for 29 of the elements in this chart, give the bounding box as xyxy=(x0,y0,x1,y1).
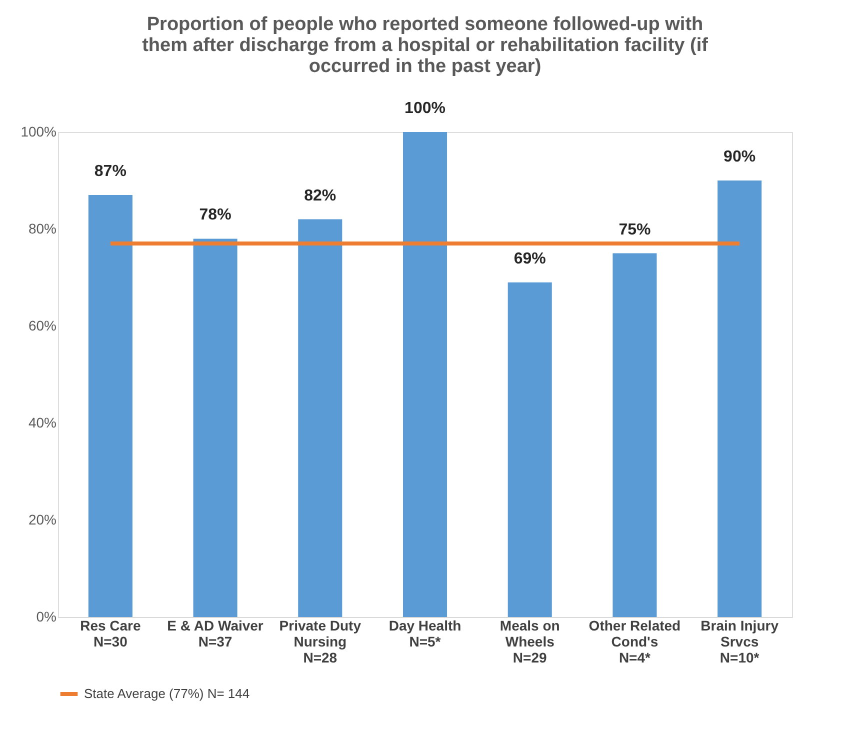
bar xyxy=(402,132,448,617)
bar xyxy=(193,238,238,617)
x-tick-label: Private Duty Nursing N=28 xyxy=(279,618,362,666)
x-tick-label: Brain Injury Srvcs N=10* xyxy=(700,618,779,666)
x-tick-label: Other Related Cond's N=4* xyxy=(588,618,681,666)
data-label: 75% xyxy=(618,221,651,238)
y-tick-label: 80% xyxy=(28,220,56,236)
y-tick-label: 40% xyxy=(28,414,56,430)
x-tick-label: Res Care N=30 xyxy=(80,618,141,650)
y-tick-label: 20% xyxy=(28,512,56,528)
chart-title: Proportion of people who reported someone followed-up with them after discharge from a hospital or rehabilitation facility (if occurred in the past year) xyxy=(142,14,709,77)
bar xyxy=(88,195,132,617)
bar xyxy=(612,253,657,617)
y-tick-label: 100% xyxy=(20,124,56,140)
x-tick-label: Day Health N=5* xyxy=(388,618,462,650)
data-label: 90% xyxy=(724,148,756,166)
data-label: 69% xyxy=(514,250,546,268)
x-tick-label: E & AD Waiver N=37 xyxy=(167,618,264,650)
y-tick-label: 60% xyxy=(28,318,56,334)
bar xyxy=(508,282,552,617)
y-tick-label: 0% xyxy=(36,608,56,624)
x-tick-label: Meals on Wheels N=29 xyxy=(500,618,560,666)
data-label: 78% xyxy=(199,206,232,224)
data-label: 82% xyxy=(304,187,336,204)
data-label: 100% xyxy=(404,100,446,117)
legend-label: State Average (77%) N= 144 xyxy=(84,686,250,701)
data-label: 87% xyxy=(94,163,126,180)
bar xyxy=(718,180,762,617)
bar xyxy=(298,219,342,617)
